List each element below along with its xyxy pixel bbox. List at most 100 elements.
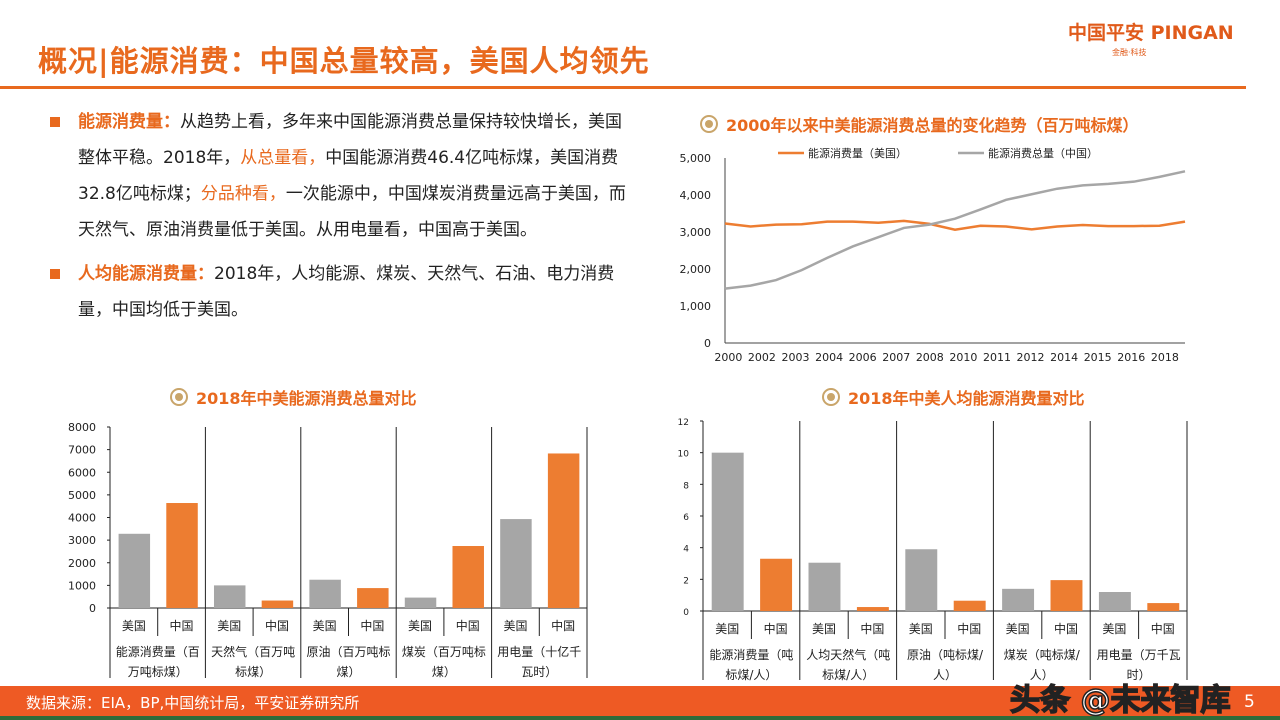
sub-category-label: 美国 xyxy=(1006,622,1030,636)
y-tick-label: 3,000 xyxy=(680,226,712,239)
bullet-per-capita: 人均能源消费量：2018年，人均能源、煤炭、天然气、石油、电力消费量，中国均低于… xyxy=(48,256,638,328)
bar-china xyxy=(357,588,389,608)
sub-category-label: 中国 xyxy=(1151,621,1175,636)
sub-category-label: 中国 xyxy=(764,621,788,636)
x-tick-label: 2016 xyxy=(1117,351,1145,364)
x-tick-label: 2010 xyxy=(949,351,977,364)
sub-category-label: 中国 xyxy=(957,621,981,636)
y-tick-label: 3000 xyxy=(68,534,96,547)
bar-us xyxy=(404,597,437,608)
target-icon xyxy=(822,388,840,406)
bar-us xyxy=(118,533,151,608)
group-label: 原油（吨标煤/ xyxy=(907,648,984,662)
bar-china xyxy=(953,600,986,611)
bar-us xyxy=(213,585,246,608)
y-tick-label: 5000 xyxy=(68,489,96,502)
sub-category-label: 中国 xyxy=(1054,621,1078,636)
group-label: 能源消费量（吨 xyxy=(709,648,793,662)
sub-category-label: 中国 xyxy=(170,618,194,633)
bar-chart-total-title: 2018年中美能源消费总量对比 xyxy=(170,385,417,409)
x-tick-label: 2006 xyxy=(849,351,877,364)
bullet-square-icon xyxy=(50,269,60,279)
bar-china xyxy=(856,607,889,611)
group-label: 天然气（百万吨 xyxy=(211,644,295,659)
bar-china xyxy=(166,503,198,608)
bar-us xyxy=(1098,592,1131,611)
sub-category-label: 美国 xyxy=(909,622,933,636)
group-label: 煤） xyxy=(432,665,456,679)
sub-category-label: 美国 xyxy=(122,619,146,633)
bullet-square-icon xyxy=(50,117,60,127)
x-tick-label: 2011 xyxy=(983,351,1011,364)
y-tick-label: 10 xyxy=(678,450,690,460)
data-source: 数据来源：EIA，BP,中国统计局，平安证券研究所 xyxy=(26,694,360,712)
target-icon xyxy=(170,388,188,406)
y-tick-label: 0 xyxy=(89,602,96,615)
watermark: 头条 @未来智库 xyxy=(1009,683,1231,719)
x-tick-label: 2002 xyxy=(748,351,776,364)
group-label: 标煤/人） xyxy=(822,668,874,682)
page-title: 概况|能源消费：中国总量较高，美国人均领先 xyxy=(38,44,650,78)
group-label: 用电量（十亿千 xyxy=(497,644,581,659)
y-tick-label: 8 xyxy=(683,481,689,491)
group-label: 时） xyxy=(1127,668,1151,682)
title-divider xyxy=(0,86,1246,89)
y-tick-label: 1000 xyxy=(68,579,96,592)
group-label: 人均天然气（吨 xyxy=(806,647,890,662)
y-tick-label: 4,000 xyxy=(680,189,712,202)
group-label: 能源消费量（百 xyxy=(116,645,200,659)
footer-bar xyxy=(0,686,1280,716)
series-line-us xyxy=(724,219,1186,232)
x-tick-label: 2015 xyxy=(1084,351,1112,364)
bar-us xyxy=(309,579,341,608)
group-label: 煤炭（吨标煤/ xyxy=(1004,648,1081,662)
bullet-list: 能源消费量：从趋势上看，多年来中国能源消费总量保持较快增长，美国整体平稳。201… xyxy=(48,104,638,336)
line-chart-title: 2000年以来中美能源消费总量的变化趋势（百万吨标煤） xyxy=(700,112,1139,136)
sub-category-label: 美国 xyxy=(408,619,432,633)
x-tick-label: 2012 xyxy=(1017,351,1045,364)
x-tick-label: 2000 xyxy=(714,351,742,364)
pingan-logo: 中国平安 PINGAN 金融·科技 xyxy=(1068,22,1234,57)
bar-us xyxy=(808,562,841,611)
bar-us xyxy=(1002,588,1035,611)
sub-category-label: 中国 xyxy=(265,618,289,633)
bar-china xyxy=(261,600,294,608)
target-icon xyxy=(700,115,718,133)
sub-category-label: 美国 xyxy=(1102,622,1126,636)
y-tick-label: 7000 xyxy=(68,444,96,457)
y-tick-label: 2,000 xyxy=(680,263,712,276)
bar-us xyxy=(905,549,938,611)
y-tick-label: 0 xyxy=(704,337,711,350)
sub-category-label: 中国 xyxy=(360,618,384,633)
sub-category-label: 美国 xyxy=(503,619,527,633)
bar-china xyxy=(1050,580,1083,611)
bar-us xyxy=(500,519,532,608)
sub-category-label: 美国 xyxy=(313,619,337,633)
y-tick-label: 6000 xyxy=(68,466,96,479)
group-label: 煤） xyxy=(336,665,360,679)
y-tick-label: 5,000 xyxy=(680,152,712,165)
sub-category-label: 中国 xyxy=(456,618,480,633)
group-label: 瓦时） xyxy=(521,665,557,679)
group-label: 原油（百万吨标 xyxy=(306,645,390,659)
x-tick-label: 2007 xyxy=(882,351,910,364)
group-label: 人） xyxy=(1030,668,1054,682)
x-tick-label: 2014 xyxy=(1050,351,1078,364)
sub-category-label: 美国 xyxy=(812,622,836,636)
group-label: 标煤/人） xyxy=(725,668,777,682)
sub-category-label: 中国 xyxy=(860,621,884,636)
x-tick-label: 2003 xyxy=(782,351,810,364)
legend-label: 能源消费总量（中国） xyxy=(988,146,1098,160)
y-tick-label: 4000 xyxy=(68,512,96,525)
y-tick-label: 2000 xyxy=(68,557,96,570)
x-tick-label: 2018 xyxy=(1151,351,1179,364)
group-label: 煤炭（百万吨标 xyxy=(402,645,486,659)
group-label: 用电量（万千瓦 xyxy=(1097,648,1181,662)
bar-china xyxy=(1147,603,1180,611)
bar-china xyxy=(547,453,580,608)
y-tick-label: 4 xyxy=(683,545,689,555)
y-tick-label: 12 xyxy=(678,418,689,428)
y-tick-label: 1,000 xyxy=(680,300,712,313)
bar-china xyxy=(452,546,484,608)
